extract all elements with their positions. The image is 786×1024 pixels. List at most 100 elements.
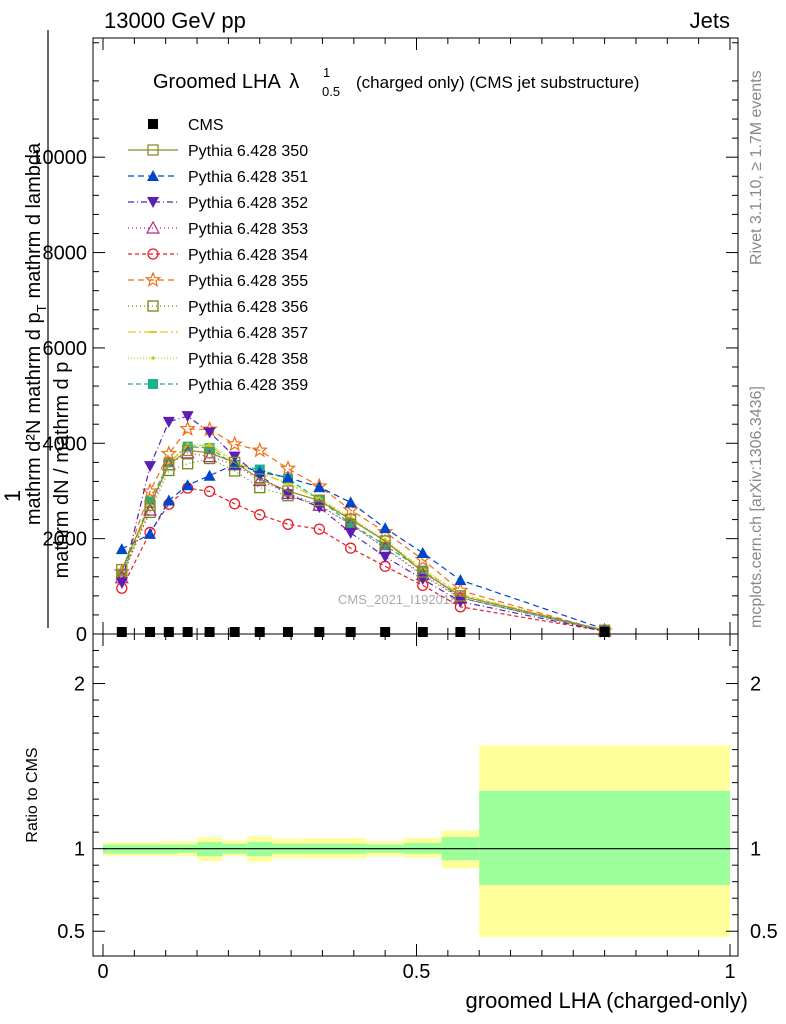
data-point (226, 435, 243, 452)
data-point (452, 581, 469, 598)
series-pythia-6-428-350 (116, 444, 611, 636)
data-point (380, 627, 391, 637)
y-label-front: 1 (0, 490, 25, 502)
legend-entry: Pythia 6.428 356 (128, 299, 308, 316)
data-point (454, 596, 467, 608)
data-point (162, 416, 175, 428)
legend-marker (147, 197, 159, 208)
series-pythia-6-428-351 (115, 458, 611, 635)
chart-title-suffix: (charged only) (CMS jet substructure) (356, 73, 639, 92)
series-line (121, 428, 605, 632)
legend-label: Pythia 6.428 358 (188, 351, 308, 368)
chart-watermark: CMS_2021_I1920187 (338, 592, 465, 607)
ratio-y-tick-label: 2 (74, 674, 85, 696)
series-pythia-6-428-356 (116, 452, 611, 637)
x-axis-label: groomed LHA (charged-only) (466, 988, 748, 1013)
y-tick-label: 4000 (43, 433, 88, 455)
data-point (179, 420, 196, 436)
data-point (416, 546, 429, 558)
y-label-dp: mathrm d p (23, 312, 45, 413)
legend-marker (147, 170, 159, 181)
legend-label: Pythia 6.428 352 (188, 195, 308, 212)
data-point (229, 627, 240, 637)
data-point (162, 494, 175, 506)
data-point (279, 459, 297, 476)
ratio-y-tick-label-right: 2 (750, 674, 761, 696)
legend-entry: Pythia 6.428 352 (128, 195, 308, 212)
legend-label: Pythia 6.428 355 (188, 273, 308, 290)
y-label-numerator: mathrm d²N mathrm d pTmathrm d lambda (23, 142, 49, 525)
legend-label: Pythia 6.428 350 (188, 143, 308, 160)
legend-entry: Pythia 6.428 357 (128, 325, 308, 342)
rivet-version-label: Rivet 3.1.10, ≥ 1.7M events (748, 70, 765, 265)
legend-marker (147, 144, 159, 156)
series-line (121, 487, 605, 632)
series-cms (116, 627, 610, 637)
y-tick-label: 2000 (43, 529, 88, 551)
data-point (203, 469, 216, 481)
data-point (281, 471, 294, 483)
legend-label: CMS (188, 117, 224, 134)
data-point (342, 501, 359, 518)
series-line (121, 463, 605, 630)
ratio-y-tick-label: 1 (74, 839, 85, 861)
header-energy-label: 13000 GeV pp (104, 8, 246, 33)
data-point (345, 513, 357, 526)
y-label-dlambda: mathrm d lambda (23, 142, 45, 298)
x-tick-label: 0.5 (403, 961, 431, 983)
legend-entry: Pythia 6.428 355 (128, 271, 308, 290)
data-point (344, 496, 357, 508)
chart-title-sub: 0.5 (322, 84, 340, 99)
legend-entry: Pythia 6.428 354 (128, 247, 308, 264)
data-point (229, 498, 241, 510)
main-panel: 0 2000 4000 6000 8000 10000 CMS_2021_I1920187… (31, 37, 739, 646)
chart-title: Groomed LHA λ (153, 71, 299, 93)
data-point (115, 577, 128, 589)
y-tick-label: 6000 (43, 338, 88, 360)
data-point (345, 542, 357, 554)
ratio-y-tick-label-right: 0.5 (750, 921, 778, 943)
legend-marker (151, 356, 155, 360)
data-point (254, 509, 266, 521)
data-point (379, 551, 392, 563)
series-line (121, 449, 605, 631)
x-tick-label: 1 (724, 961, 735, 983)
data-point (313, 481, 326, 493)
legend-marker (144, 271, 162, 288)
data-point (144, 499, 156, 511)
data-point (455, 627, 466, 637)
data-point (282, 518, 294, 530)
data-point (181, 458, 194, 470)
legend-label: Pythia 6.428 354 (188, 247, 308, 264)
data-point (145, 627, 156, 637)
header-jets-label: Jets (690, 8, 730, 33)
data-point (344, 527, 357, 539)
legend-marker (147, 300, 159, 312)
y-tick-label: 0 (76, 624, 87, 646)
y-label-denominator-text: mathrm dN / mathrm d p (51, 362, 73, 579)
data-point (379, 535, 391, 547)
data-point (380, 540, 391, 551)
data-point (144, 527, 157, 539)
legend-marker (148, 379, 158, 389)
ratio-y-tick-label: 0.5 (57, 921, 85, 943)
data-point (376, 523, 394, 539)
mcplots-credit-label: mcplots.cern.ch [arXiv:1306.3436] (748, 386, 765, 628)
legend-label: Pythia 6.428 356 (188, 299, 308, 316)
legend-entry: Pythia 6.428 350 (128, 143, 308, 160)
y-label-t-sub: T (34, 304, 49, 312)
chart-title-symbol: λ (289, 71, 299, 93)
data-point (181, 479, 194, 491)
data-point (282, 485, 294, 497)
data-point (599, 627, 610, 637)
legend-entry: Pythia 6.428 353 (128, 220, 308, 238)
ratio-plot-frame (92, 633, 739, 957)
ratio-x-ticks: 0 0.5 1 (97, 634, 736, 983)
data-point (254, 627, 265, 637)
legend: CMS Pythia 6.428 350 Pythia 6.428 351 Pythi… (128, 117, 308, 394)
data-point (313, 494, 325, 507)
ratio-y-label: Ratio to CMS (24, 747, 41, 842)
legend-entry: Pythia 6.428 358 (128, 351, 308, 368)
data-point (116, 627, 127, 637)
